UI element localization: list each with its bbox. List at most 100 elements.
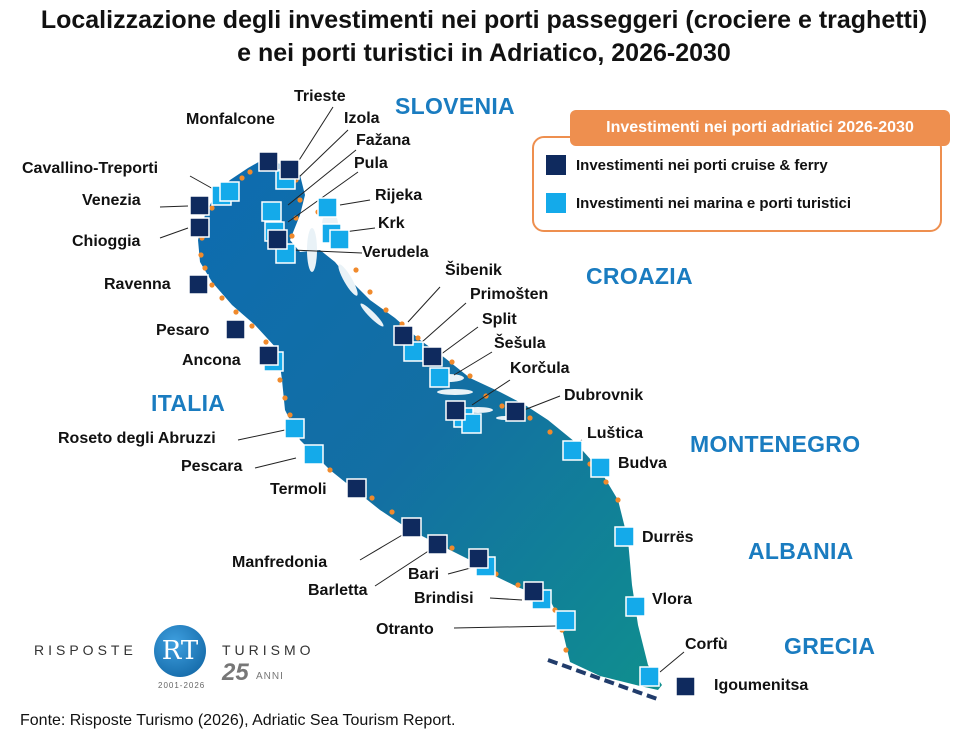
leader-lines [159, 106, 685, 673]
legend-box [532, 136, 942, 232]
island-hvar [437, 389, 473, 395]
label-igoumenitsa: Igoumenitsa [714, 677, 809, 694]
marker-fazana [261, 201, 282, 222]
marker-monfalcone [258, 151, 279, 172]
source-note: Fonte: Risposte Turismo (2026), Adriatic… [20, 712, 456, 729]
label-barletta: Barletta [308, 582, 368, 599]
label-corfu: Corfù [685, 636, 728, 653]
marker-dubrovnik [505, 401, 526, 422]
title-line-1: Localizzazione degli investimenti nei po… [40, 6, 928, 34]
label-verudela: Verudela [362, 244, 429, 261]
label-pula: Pula [354, 155, 388, 172]
logo-years: 2001-2026 [158, 681, 206, 690]
island-dugi [360, 303, 384, 327]
country-slovenia: SLOVENIA [395, 93, 515, 119]
label-termoli: Termoli [270, 481, 327, 498]
legend-row-marina: Investimenti nei marina e porti turistic… [546, 193, 851, 213]
marker-manfredonia [401, 517, 422, 538]
marker-roseto [284, 418, 305, 439]
logo-word-right: TURISMO [222, 642, 315, 658]
label-fazana: Fažana [356, 132, 411, 149]
label-bari: Bari [408, 566, 440, 583]
label-rijeka: Rijeka [375, 187, 423, 204]
island-cres [307, 228, 317, 272]
label-brindisi: Brindisi [414, 590, 474, 607]
label-otranto: Otranto [376, 621, 434, 638]
legend-label-cruise: Investimenti nei porti cruise & ferry [576, 156, 828, 174]
label-dubrovnik: Dubrovnik [564, 387, 644, 404]
label-venezia: Venezia [82, 192, 141, 209]
marker-korcula-cruise [445, 400, 466, 421]
marker-rijeka [317, 197, 338, 218]
island-pag [338, 264, 358, 296]
marker-termoli [346, 478, 367, 499]
country-croazia: CROAZIA [586, 263, 693, 289]
label-izola: Izola [344, 110, 380, 127]
cruise-markers [188, 151, 696, 697]
label-lustica: Luštica [587, 425, 644, 442]
marker-cavallino-b [219, 181, 240, 202]
label-pesaro: Pesaro [156, 322, 210, 339]
logo-mark: RT [154, 625, 206, 677]
marker-igoumenitsa [675, 676, 696, 697]
marker-ancona-cruise [258, 345, 279, 366]
marker-trieste [279, 159, 300, 180]
label-split: Split [482, 311, 517, 328]
marker-pesaro [225, 319, 246, 340]
label-ancona: Ancona [182, 352, 241, 369]
logo-anniversary-word: ANNI [256, 671, 284, 682]
marker-durres [614, 526, 635, 547]
marker-sesula [429, 367, 450, 388]
marker-otranto [555, 610, 576, 631]
marker-lustica [562, 440, 583, 461]
label-korcula: Korčula [510, 360, 570, 377]
marker-sibenik [393, 325, 414, 346]
label-primosten: Primošten [470, 286, 549, 303]
logo-anniversary-number: 25 [222, 659, 249, 686]
marker-brindisi [523, 581, 544, 602]
marker-chioggia [189, 217, 210, 238]
marker-pescara [303, 444, 324, 465]
marker-split [422, 346, 443, 367]
label-durres: Durrës [642, 529, 694, 546]
marker-barletta [427, 534, 448, 555]
marker-venezia [189, 195, 210, 216]
country-italia: ITALIA [151, 390, 226, 416]
label-roseto: Roseto degli Abruzzi [58, 430, 216, 447]
adriatic-sea [198, 160, 662, 690]
legend-swatch-marina [546, 193, 566, 213]
label-sibenik: Šibenik [445, 262, 502, 279]
label-budva: Budva [618, 455, 667, 472]
marker-krk-b [329, 229, 350, 250]
greece-dashed-line [547, 658, 661, 702]
country-montenegro: MONTENEGRO [690, 431, 861, 457]
marker-bari [468, 548, 489, 569]
legend-label-marina: Investimenti nei marina e porti turistic… [576, 194, 852, 212]
marker-korcula-b [461, 413, 482, 434]
label-manfredonia: Manfredonia [232, 554, 328, 571]
legend-swatch-cruise [546, 155, 566, 175]
label-trieste: Trieste [294, 88, 346, 105]
label-sesula: Šešula [494, 335, 546, 352]
label-cavallino: Cavallino-Treporti [22, 160, 159, 177]
logo-word-left: RISPOSTE [34, 642, 137, 658]
label-monfalcone: Monfalcone [186, 111, 275, 128]
country-albania: ALBANIA [748, 538, 854, 564]
country-grecia: GRECIA [784, 633, 876, 659]
title-line-2: e nei porti turistici in Adriatico, 2026… [237, 39, 731, 67]
label-pescara: Pescara [181, 458, 243, 475]
risposte-turismo-logo: RISPOSTE RT TURISMO 2001-2026 25 ANNI [30, 625, 330, 695]
label-ravenna: Ravenna [104, 276, 171, 293]
marker-corfu [639, 666, 660, 687]
label-krk: Krk [378, 215, 405, 232]
label-chioggia: Chioggia [72, 233, 141, 250]
marker-vlora [625, 596, 646, 617]
legend-header: Investimenti nei porti adriatici 2026-20… [570, 110, 950, 146]
marker-budva [590, 457, 611, 478]
label-vlora: Vlora [652, 591, 693, 608]
map-title: Localizzazione degli investimenti nei po… [0, 4, 968, 70]
marker-pula-cruise [267, 229, 288, 250]
marker-ravenna [188, 274, 209, 295]
legend-row-cruise: Investimenti nei porti cruise & ferry [546, 155, 828, 175]
